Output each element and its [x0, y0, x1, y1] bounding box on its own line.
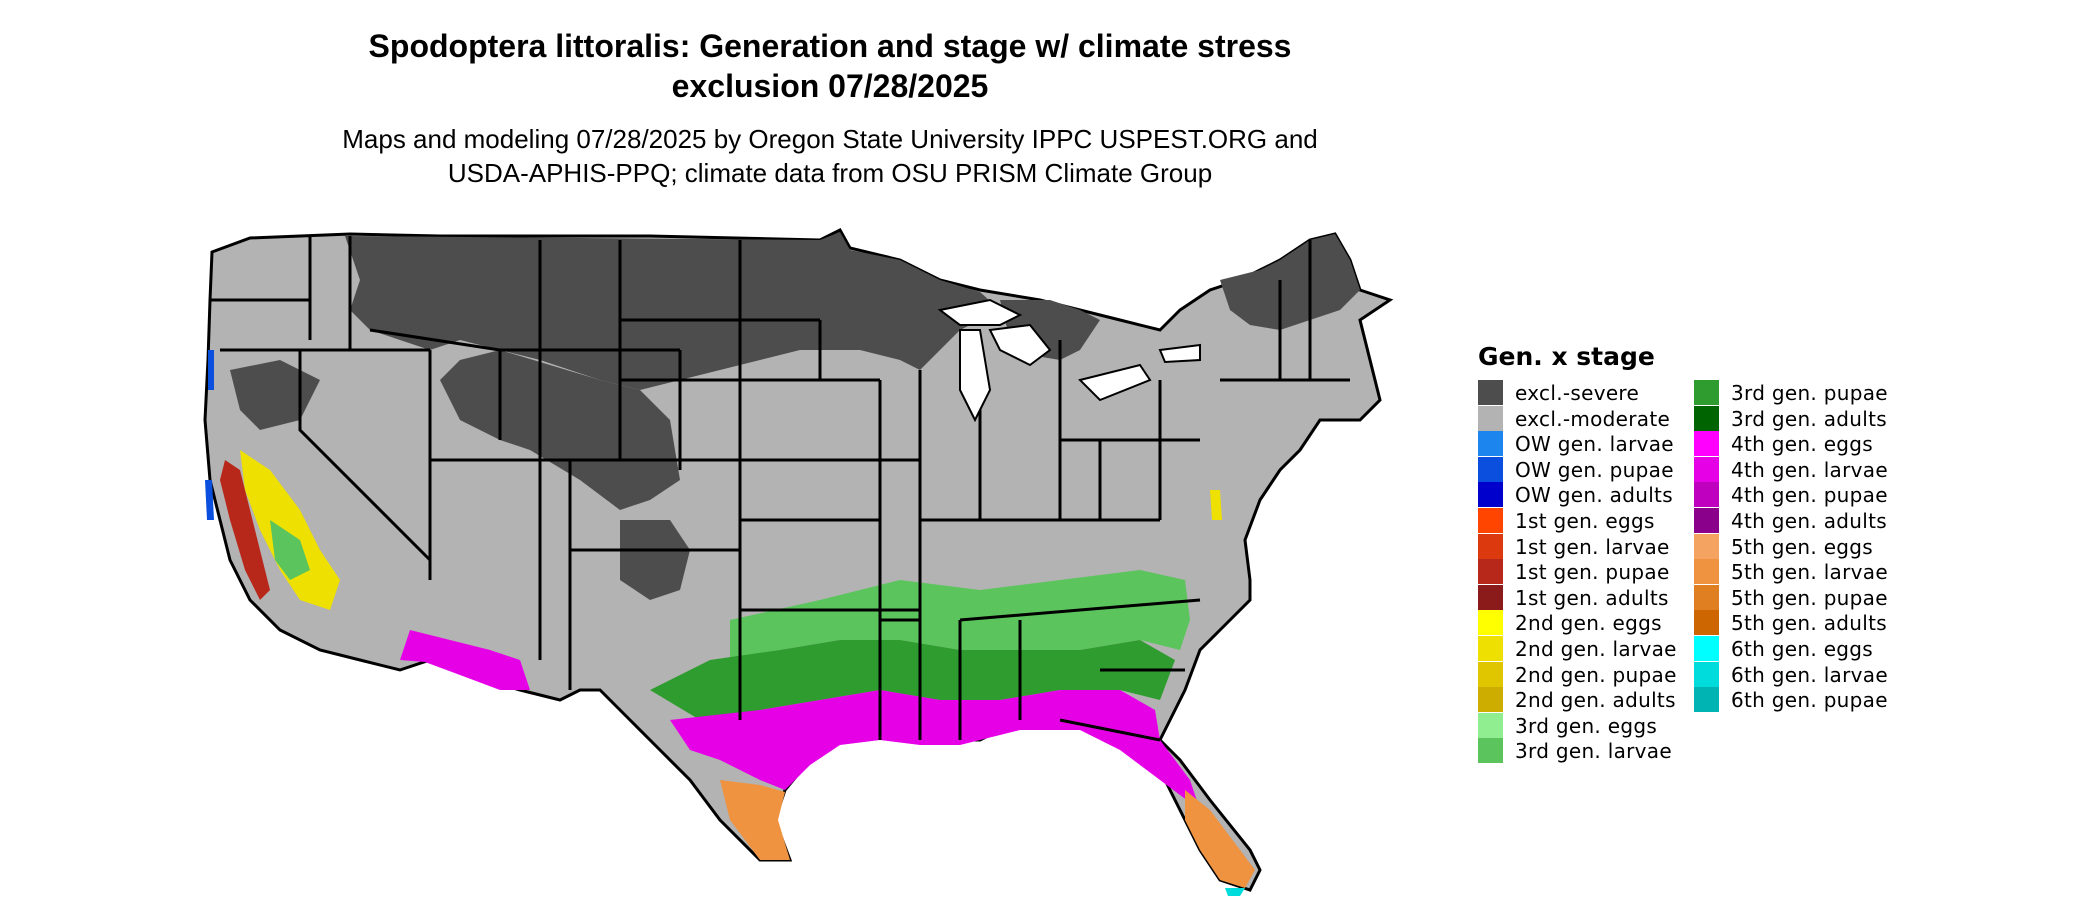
legend-swatch — [1478, 635, 1503, 661]
legend-swatch — [1694, 507, 1719, 533]
map-subtitle-line1: Maps and modeling 07/28/2025 by Oregon S… — [342, 124, 1318, 154]
legend-label: 1st gen. eggs — [1515, 508, 1655, 533]
legend-label: 6th gen. pupae — [1731, 688, 1888, 713]
legend-swatch — [1478, 559, 1503, 585]
legend-label: 5th gen. adults — [1731, 611, 1887, 636]
legend-swatch — [1478, 610, 1503, 636]
legend-label: 5th gen. larvae — [1731, 560, 1888, 585]
legend-label: 3rd gen. adults — [1731, 406, 1887, 431]
generation-zones — [205, 350, 1255, 896]
legend-swatch — [1478, 405, 1503, 431]
legend-label: 5th gen. pupae — [1731, 585, 1888, 610]
legend-swatch — [1694, 584, 1719, 610]
legend-label: 4th gen. larvae — [1731, 457, 1888, 482]
great-lakes — [937, 298, 1201, 423]
legend-swatch — [1478, 482, 1503, 508]
map-subtitle-line2: USDA-APHIS-PPQ; climate data from OSU PR… — [447, 158, 1213, 188]
legend-label: 2nd gen. pupae — [1515, 662, 1677, 687]
legend-swatch — [1478, 380, 1503, 405]
legend-label: 1st gen. pupae — [1515, 560, 1670, 585]
legend-label: 3rd gen. eggs — [1515, 713, 1658, 738]
legend-swatch — [1694, 456, 1719, 482]
legend-label: excl.-severe — [1515, 381, 1640, 405]
legend-label: excl.-moderate — [1515, 406, 1671, 431]
legend-swatch — [1694, 482, 1719, 508]
legend-label: 6th gen. eggs — [1731, 636, 1874, 661]
legend-swatch — [1694, 380, 1719, 405]
legend-label: OW gen. adults — [1515, 483, 1673, 508]
legend-swatch — [1694, 559, 1719, 585]
us-map — [203, 228, 1394, 896]
legend-swatch — [1478, 687, 1503, 713]
map-title-line1: Spodoptera littoralis: Generation and st… — [368, 28, 1292, 64]
legend-label: 1st gen. larvae — [1515, 534, 1670, 559]
legend-label: 3rd gen. pupae — [1731, 381, 1888, 405]
legend-swatch — [1478, 584, 1503, 610]
legend-swatch — [1478, 533, 1503, 559]
state-boundaries — [210, 236, 1350, 742]
legend-label: 5th gen. eggs — [1731, 534, 1874, 559]
legend-label: 6th gen. larvae — [1731, 662, 1888, 687]
legend-swatch — [1694, 405, 1719, 431]
legend-label: OW gen. pupae — [1515, 457, 1674, 482]
legend-title: Gen. x stage — [1478, 342, 1655, 371]
legend-swatch — [1694, 610, 1719, 636]
legend-swatch — [1478, 738, 1503, 764]
legend-swatch — [1694, 533, 1719, 559]
legend-swatch — [1478, 431, 1503, 457]
legend-swatch — [1694, 661, 1719, 687]
map-title-line2: exclusion 07/28/2025 — [671, 68, 989, 104]
legend-swatch — [1478, 712, 1503, 738]
legend-swatch — [1478, 661, 1503, 687]
legend-label: 1st gen. adults — [1515, 585, 1669, 610]
legend-swatch — [1478, 507, 1503, 533]
legend-swatch — [1478, 456, 1503, 482]
legend-swatch — [1694, 431, 1719, 457]
legend-label: 4th gen. adults — [1731, 508, 1887, 533]
legend-label: 4th gen. pupae — [1731, 483, 1888, 508]
legend-label: 2nd gen. adults — [1515, 688, 1676, 713]
legend-label: 2nd gen. larvae — [1515, 636, 1677, 661]
legend-label: 4th gen. eggs — [1731, 432, 1874, 457]
legend-swatch — [1694, 687, 1719, 713]
legend-label: 2nd gen. eggs — [1515, 611, 1662, 636]
legend-label: OW gen. larvae — [1515, 432, 1674, 457]
legend-label: 3rd gen. larvae — [1515, 739, 1672, 764]
legend-swatch — [1694, 635, 1719, 661]
